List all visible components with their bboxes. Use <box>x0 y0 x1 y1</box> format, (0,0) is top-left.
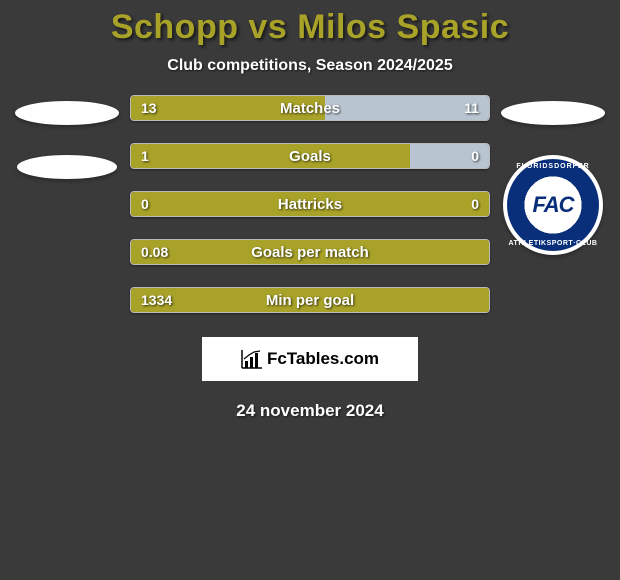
fac-acronym: FAC <box>533 192 574 218</box>
left-badge-1 <box>15 101 119 125</box>
stat-left-value: 13 <box>141 96 157 120</box>
stat-left-value: 0.08 <box>141 240 168 264</box>
date-text: 24 november 2024 <box>0 381 620 421</box>
brand-label: FcTables.com <box>267 349 379 369</box>
bar-chart-icon <box>241 349 263 369</box>
stat-left-value: 1 <box>141 144 149 168</box>
stat-bar: 1311Matches <box>130 95 490 121</box>
subtitle: Club competitions, Season 2024/2025 <box>0 51 620 93</box>
stat-bar: 1334Min per goal <box>130 287 490 313</box>
comparison-infographic: Schopp vs Milos Spasic Club competitions… <box>0 0 620 421</box>
stat-bar: 00Hattricks <box>130 191 490 217</box>
stat-bar-left-fill <box>131 288 489 312</box>
left-badge-2 <box>17 155 117 179</box>
stat-right-value: 11 <box>464 96 479 120</box>
stat-left-value: 1334 <box>141 288 172 312</box>
stats-bars: 1311Matches10Goals00Hattricks0.08Goals p… <box>130 93 490 313</box>
stat-bar: 0.08Goals per match <box>130 239 490 265</box>
stat-bar-left-fill <box>131 96 325 120</box>
left-badges-column <box>12 93 122 179</box>
stat-bar: 10Goals <box>130 143 490 169</box>
stat-right-value: 0 <box>471 144 479 168</box>
right-badges-column: FLORIDSDORFER FAC ATHLETIKSPORT·CLUB <box>498 93 608 255</box>
stat-bar-left-fill <box>131 240 489 264</box>
stat-left-value: 0 <box>141 192 149 216</box>
content-row: 1311Matches10Goals00Hattricks0.08Goals p… <box>0 93 620 313</box>
fac-arc-top-text: FLORIDSDORFER <box>516 163 589 170</box>
stat-bar-left-fill <box>131 144 410 168</box>
fac-arc-bottom-text: ATHLETIKSPORT·CLUB <box>509 240 598 247</box>
fac-club-badge: FLORIDSDORFER FAC ATHLETIKSPORT·CLUB <box>503 155 603 255</box>
stat-bar-left-fill <box>131 192 489 216</box>
page-title: Schopp vs Milos Spasic <box>0 0 620 51</box>
right-badge-1 <box>501 101 605 125</box>
brand-logo[interactable]: FcTables.com <box>202 337 418 381</box>
stat-right-value: 0 <box>471 192 479 216</box>
